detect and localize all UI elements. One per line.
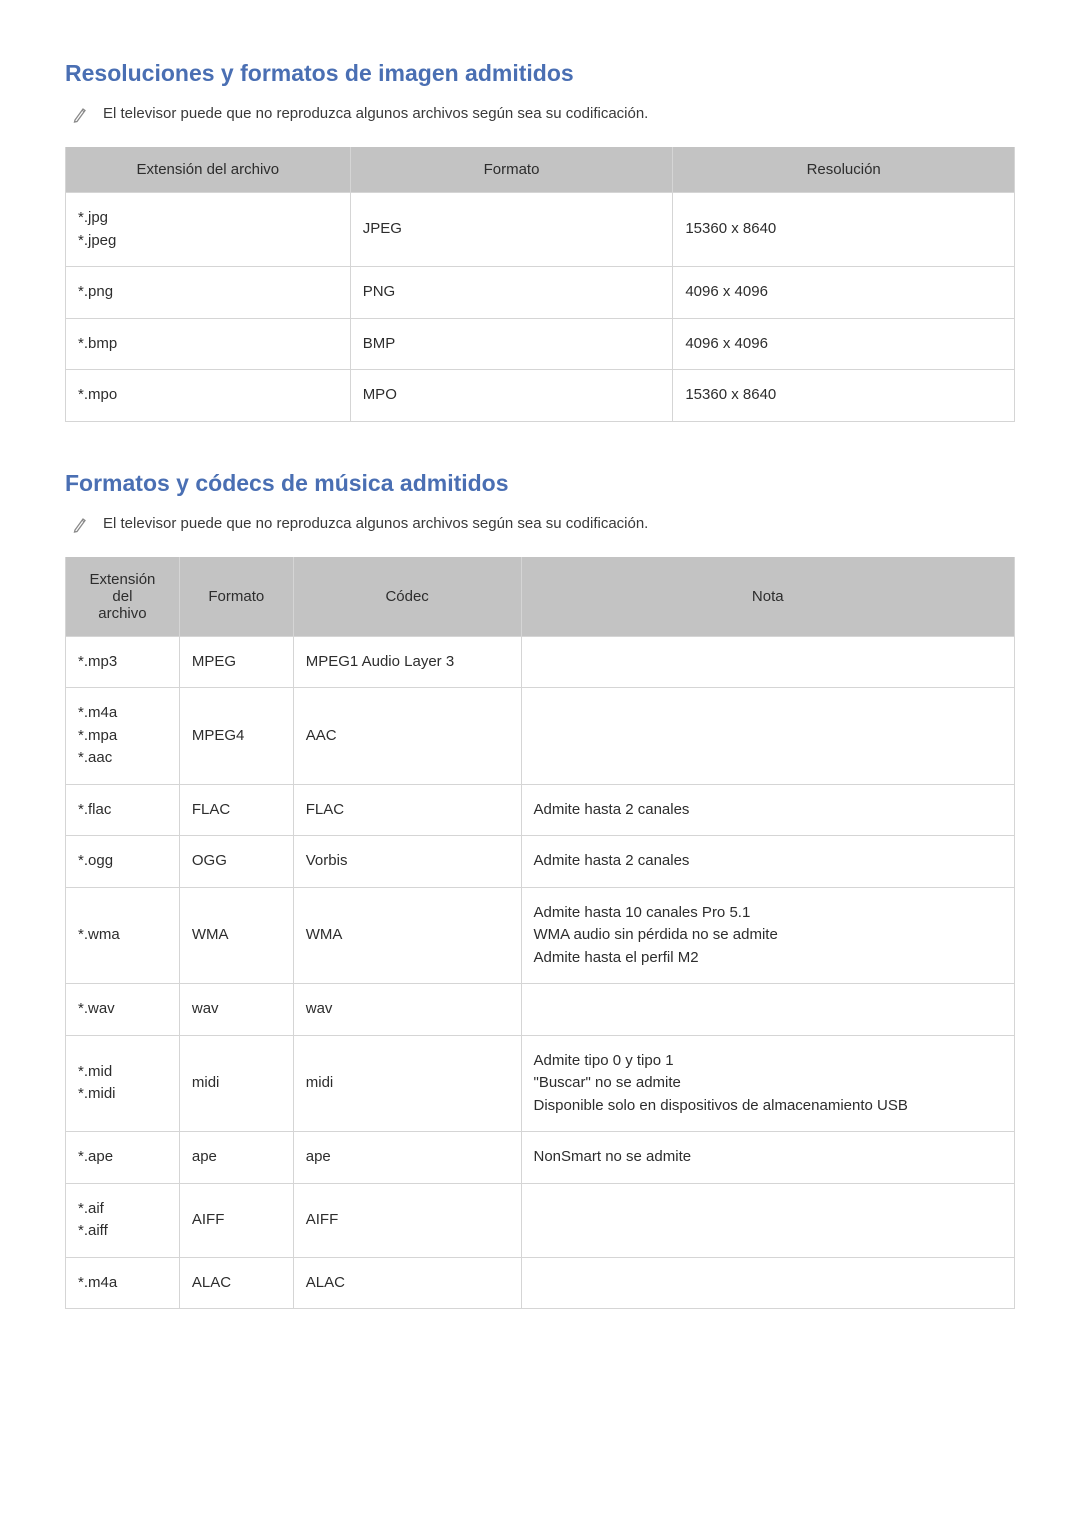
format-cell: MPEG (179, 636, 293, 688)
table-row: *.m4a*.mpa*.aacMPEG4AAC (66, 688, 1015, 785)
table-row: *.aif*.aiffAIFFAIFF (66, 1183, 1015, 1257)
table-row: *.oggOGGVorbisAdmite hasta 2 canales (66, 836, 1015, 888)
table-row: *.bmpBMP4096 x 4096 (66, 318, 1015, 370)
ext-cell: *.png (66, 267, 351, 319)
ext-cell: *.m4a (66, 1257, 180, 1309)
image-formats-table: Extensión del archivoFormatoResolución *… (65, 147, 1015, 422)
codec-cell: Vorbis (293, 836, 521, 888)
table-row: *.jpg*.jpegJPEG15360 x 8640 (66, 193, 1015, 267)
table-row: *.mpoMPO15360 x 8640 (66, 370, 1015, 422)
resolution-cell: 4096 x 4096 (673, 267, 1015, 319)
ext-cell: *.jpg*.jpeg (66, 193, 351, 267)
table-header: Extensión delarchivo (66, 557, 180, 637)
format-cell: wav (179, 984, 293, 1036)
ext-cell: *.wma (66, 887, 180, 984)
codec-cell: AIFF (293, 1183, 521, 1257)
pencil-icon (73, 517, 87, 533)
music-formats-table: Extensión delarchivoFormatoCódecNota *.m… (65, 557, 1015, 1310)
pencil-icon (73, 107, 87, 123)
table-row: *.apeapeapeNonSmart no se admite (66, 1132, 1015, 1184)
note-cell (521, 688, 1015, 785)
ext-cell: *.m4a*.mpa*.aac (66, 688, 180, 785)
ext-cell: *.mid*.midi (66, 1035, 180, 1132)
table-row: *.flacFLACFLACAdmite hasta 2 canales (66, 784, 1015, 836)
ext-cell: *.mpo (66, 370, 351, 422)
table-row: *.mp3MPEGMPEG1 Audio Layer 3 (66, 636, 1015, 688)
table-row: *.pngPNG4096 x 4096 (66, 267, 1015, 319)
note-cell (521, 1257, 1015, 1309)
table-row: *.wmaWMAWMAAdmite hasta 10 canales Pro 5… (66, 887, 1015, 984)
codec-cell: MPEG1 Audio Layer 3 (293, 636, 521, 688)
codec-cell: ape (293, 1132, 521, 1184)
table-header: Nota (521, 557, 1015, 637)
format-cell: WMA (179, 887, 293, 984)
format-cell: FLAC (179, 784, 293, 836)
ext-cell: *.mp3 (66, 636, 180, 688)
format-cell: JPEG (350, 193, 673, 267)
section1-note-text: El televisor puede que no reproduzca alg… (103, 105, 648, 122)
note-cell: Admite hasta 2 canales (521, 784, 1015, 836)
ext-cell: *.ape (66, 1132, 180, 1184)
table-header: Códec (293, 557, 521, 637)
resolution-cell: 15360 x 8640 (673, 193, 1015, 267)
ext-cell: *.wav (66, 984, 180, 1036)
table-header: Formato (179, 557, 293, 637)
note-cell: Admite hasta 10 canales Pro 5.1WMA audio… (521, 887, 1015, 984)
table-row: *.mid*.midimidimidiAdmite tipo 0 y tipo … (66, 1035, 1015, 1132)
format-cell: AIFF (179, 1183, 293, 1257)
table-row: *.wavwavwav (66, 984, 1015, 1036)
note-cell (521, 636, 1015, 688)
table-header: Formato (350, 147, 673, 193)
format-cell: midi (179, 1035, 293, 1132)
codec-cell: wav (293, 984, 521, 1036)
format-cell: OGG (179, 836, 293, 888)
section1-heading: Resoluciones y formatos de imagen admiti… (65, 60, 1015, 87)
codec-cell: midi (293, 1035, 521, 1132)
note-cell: NonSmart no se admite (521, 1132, 1015, 1184)
format-cell: ALAC (179, 1257, 293, 1309)
format-cell: BMP (350, 318, 673, 370)
ext-cell: *.flac (66, 784, 180, 836)
codec-cell: WMA (293, 887, 521, 984)
format-cell: MPEG4 (179, 688, 293, 785)
codec-cell: ALAC (293, 1257, 521, 1309)
format-cell: PNG (350, 267, 673, 319)
codec-cell: AAC (293, 688, 521, 785)
note-cell: Admite hasta 2 canales (521, 836, 1015, 888)
section2-note-text: El televisor puede que no reproduzca alg… (103, 515, 648, 532)
ext-cell: *.ogg (66, 836, 180, 888)
table-header: Extensión del archivo (66, 147, 351, 193)
section2-note-row: El televisor puede que no reproduzca alg… (73, 515, 1015, 533)
table-header: Resolución (673, 147, 1015, 193)
resolution-cell: 15360 x 8640 (673, 370, 1015, 422)
resolution-cell: 4096 x 4096 (673, 318, 1015, 370)
format-cell: MPO (350, 370, 673, 422)
ext-cell: *.aif*.aiff (66, 1183, 180, 1257)
table-row: *.m4aALACALAC (66, 1257, 1015, 1309)
section2-heading: Formatos y códecs de música admitidos (65, 470, 1015, 497)
note-cell (521, 984, 1015, 1036)
note-cell (521, 1183, 1015, 1257)
format-cell: ape (179, 1132, 293, 1184)
section1-note-row: El televisor puede que no reproduzca alg… (73, 105, 1015, 123)
note-cell: Admite tipo 0 y tipo 1"Buscar" no se adm… (521, 1035, 1015, 1132)
ext-cell: *.bmp (66, 318, 351, 370)
codec-cell: FLAC (293, 784, 521, 836)
